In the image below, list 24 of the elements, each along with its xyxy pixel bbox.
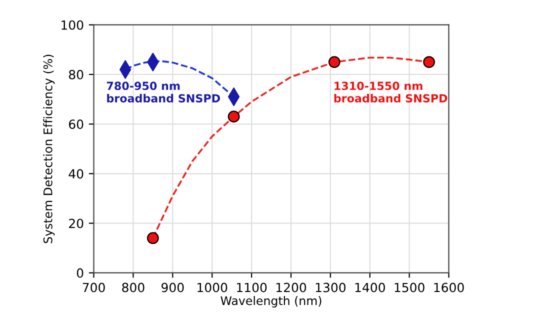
- point: [423, 56, 435, 68]
- x-tick-label: 1200: [276, 282, 306, 292]
- series-label: 1310-1550 nm broadband SNSPD: [334, 82, 448, 102]
- y-tick-label: 100: [62, 20, 84, 30]
- point: [147, 232, 159, 244]
- x-tick-label: 1400: [355, 282, 385, 292]
- x-tick-label: 700: [82, 282, 105, 292]
- x-axis-title: Wavelength (nm): [220, 296, 322, 308]
- x-tick-label: 1300: [316, 282, 346, 292]
- x-tick-label: 1100: [237, 282, 267, 292]
- y-tick-label: 80: [68, 70, 84, 80]
- x-tick-label: 1000: [198, 282, 228, 292]
- x-tick-label: 900: [162, 282, 184, 292]
- x-tick-label: 800: [122, 282, 144, 292]
- y-tick-label: 60: [69, 120, 84, 129]
- y-tick-label: 20: [69, 218, 84, 228]
- point: [328, 56, 340, 68]
- x-tick-label: 1500: [394, 282, 424, 292]
- point: [228, 110, 240, 123]
- y-tick-label: 40: [68, 169, 84, 179]
- y-tick-label: 0: [76, 268, 84, 278]
- x-tick-label: 1600: [434, 282, 464, 292]
- y-axis-title: System Detection Efficiency (%): [43, 54, 55, 244]
- series-label: 780-950 nm broadband SNSPD: [106, 82, 220, 102]
